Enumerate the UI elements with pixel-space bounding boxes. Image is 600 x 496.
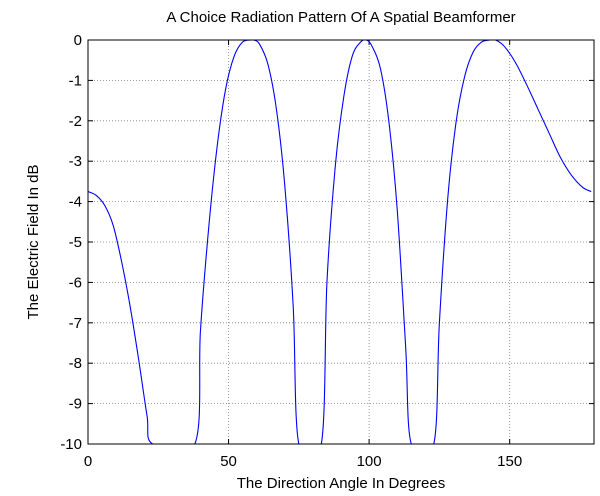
series-layer: [88, 40, 592, 444]
x-tick-label: 150: [497, 453, 522, 470]
y-tick-label: -2: [69, 113, 82, 130]
y-tick-label: -9: [69, 396, 82, 413]
chart-title: A Choice Radiation Pattern Of A Spatial …: [166, 9, 515, 26]
plot-frame: [87, 39, 595, 445]
series-line-0: [88, 40, 592, 444]
y-tick-label: -1: [69, 72, 82, 89]
y-axis-label: The Electric Field In dB: [25, 164, 42, 319]
y-tick-label: -4: [69, 194, 82, 211]
x-axis-label: The Direction Angle In Degrees: [237, 475, 445, 492]
y-tick-label: -8: [69, 355, 82, 372]
tick-labels: 0 50 100 150 0 -1 -2 -3 -4 -5 -6 -7 -8 -9 -10: [60, 32, 522, 470]
x-tick-label: 100: [357, 453, 382, 470]
y-tick-label: -10: [60, 436, 82, 453]
y-tick-label: 0: [74, 32, 82, 49]
y-tick-label: -5: [69, 234, 82, 251]
y-tick-label: -3: [69, 153, 82, 170]
x-tick-label: 50: [220, 453, 237, 470]
y-tick-label: -6: [69, 274, 82, 291]
x-tick-label: 0: [84, 453, 92, 470]
y-tick-label: -7: [69, 315, 82, 332]
